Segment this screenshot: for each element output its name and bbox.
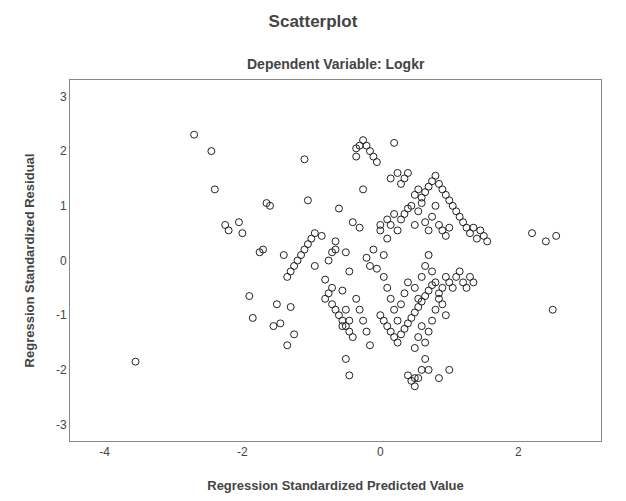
svg-text:-1: -1 [56,308,67,322]
svg-text:-4: -4 [99,445,110,459]
svg-text:Regression Standardized Residu: Regression Standardized Residual [22,154,37,368]
svg-text:Dependent Variable: Logkr: Dependent Variable: Logkr [247,56,425,72]
svg-text:Regression Standardized Predic: Regression Standardized Predicted Value [207,478,463,493]
svg-text:2: 2 [515,445,522,459]
svg-text:-2: -2 [237,445,248,459]
svg-text:1: 1 [60,199,67,213]
svg-text:3: 3 [60,90,67,104]
svg-text:2: 2 [60,144,67,158]
svg-text:Scatterplot: Scatterplot [269,12,358,31]
svg-text:-3: -3 [56,418,67,432]
svg-text:0: 0 [377,445,384,459]
svg-text:0: 0 [60,254,67,268]
svg-text:-2: -2 [56,363,67,377]
